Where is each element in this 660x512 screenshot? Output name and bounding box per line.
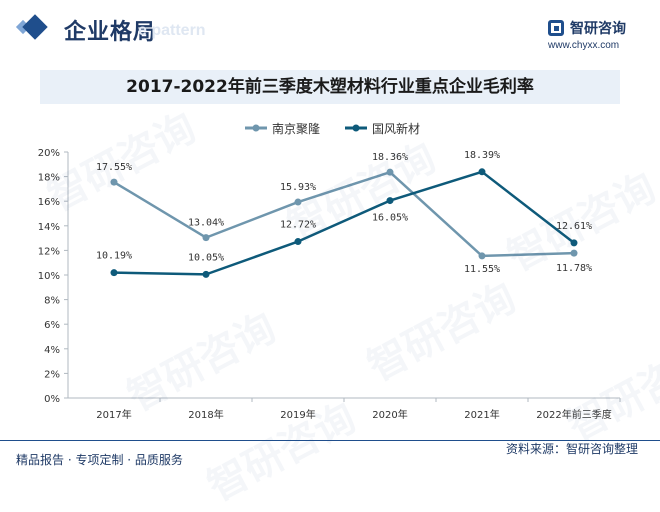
legend-marker-1	[252, 124, 260, 132]
header: 企业格局 e pattern 智研咨询 www.chyxx.com	[0, 0, 660, 62]
series-line-2	[113, 170, 575, 276]
y-tick-label: 0%	[44, 394, 60, 405]
y-tick-label: 6%	[44, 320, 60, 331]
y-tick-label: 10%	[38, 271, 60, 282]
logo: 智研咨询 www.chyxx.com	[548, 18, 638, 54]
data-point	[202, 270, 210, 278]
data-point	[202, 234, 210, 242]
y-tick-label: 18%	[38, 173, 60, 184]
data-point	[386, 197, 394, 205]
footer-divider	[0, 440, 660, 441]
data-label: 17.55%	[96, 162, 132, 173]
data-point	[570, 249, 578, 257]
x-tick-label: 2022年前三季度	[536, 408, 611, 421]
chart-title-bar: 2017-2022年前三季度木塑材料行业重点企业毛利率	[40, 70, 620, 104]
data-label: 12.61%	[556, 221, 592, 232]
data-point	[478, 252, 486, 260]
legend-label-2: 国风新材	[372, 121, 420, 136]
diamond-icon	[15, 10, 54, 46]
logo-icon	[548, 20, 564, 36]
x-tick-label: 2020年	[372, 408, 407, 421]
data-label: 16.05%	[372, 213, 408, 224]
series-line-1	[113, 170, 575, 258]
data-label: 11.55%	[464, 264, 500, 275]
y-tick-label: 14%	[38, 222, 60, 233]
x-tick-label: 2017年	[96, 408, 131, 421]
data-point	[478, 168, 486, 176]
section-title: 企业格局	[64, 20, 157, 45]
logo-name: 智研咨询	[570, 21, 626, 37]
data-point	[570, 239, 578, 247]
data-point	[294, 198, 302, 206]
y-tick-label: 2%	[44, 369, 60, 380]
data-point	[386, 168, 394, 176]
data-label: 11.78%	[556, 263, 592, 274]
data-label: 10.19%	[96, 251, 132, 262]
footer-source: 资料来源：智研咨询整理	[505, 442, 638, 456]
data-point	[110, 178, 118, 186]
footer-slogan: 精品报告 · 专项定制 · 品质服务	[16, 453, 183, 467]
y-tick-label: 8%	[44, 296, 60, 307]
y-tick-label: 20%	[38, 148, 60, 159]
data-point	[294, 238, 302, 246]
data-label: 18.39%	[464, 150, 500, 161]
y-tick-label: 12%	[38, 246, 60, 257]
data-label: 18.36%	[372, 152, 408, 163]
x-tick-label: 2019年	[280, 408, 315, 421]
data-label: 13.04%	[188, 218, 224, 229]
data-label: 10.05%	[188, 252, 224, 263]
section-subtitle: e pattern	[138, 22, 206, 39]
line-chart: 0% 2% 4% 6% 8% 10% 12% 14% 16% 18% 20% 2017年 2018年 20…	[38, 121, 621, 421]
chart-title: 2017-2022年前三季度木塑材料行业重点企业毛利率	[126, 77, 534, 97]
logo-url: www.chyxx.com	[548, 40, 620, 51]
legend-label-1: 南京聚隆	[272, 121, 320, 136]
data-label: 12.72%	[280, 220, 316, 231]
y-tick-label: 16%	[38, 197, 60, 208]
x-tick-label: 2018年	[188, 408, 223, 421]
legend-marker-2	[352, 124, 360, 132]
data-point	[110, 269, 118, 277]
data-label: 15.93%	[280, 182, 316, 193]
x-tick-label: 2021年	[464, 408, 499, 421]
y-tick-label: 4%	[44, 345, 60, 356]
